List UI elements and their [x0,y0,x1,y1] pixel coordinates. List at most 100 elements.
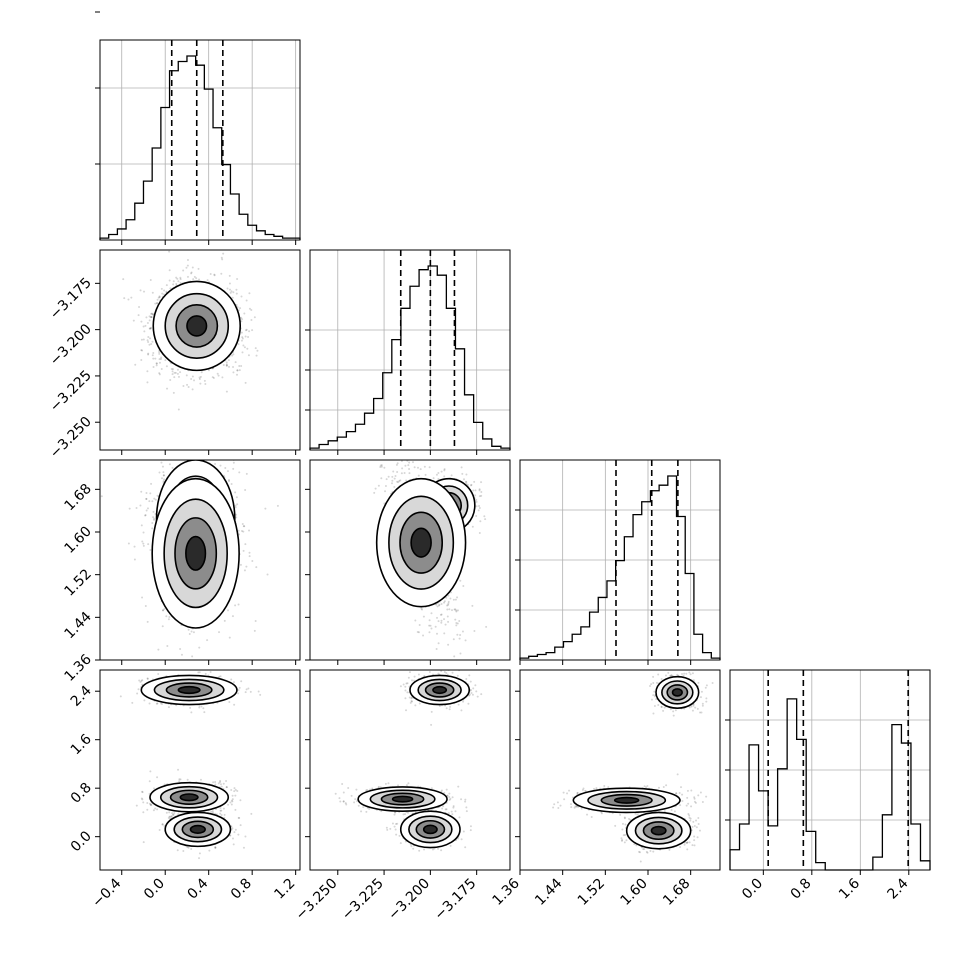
scatter-point [147,341,150,344]
scatter-point [429,624,432,627]
scatter-point [453,655,456,658]
scatter-point [127,298,130,301]
scatter-point [153,517,156,520]
scatter-point [253,629,256,632]
scatter-point [449,597,452,600]
scatter-point [458,661,460,663]
scatter-point [171,368,174,371]
scatter-point [422,634,425,637]
scatter-point [170,368,173,371]
scatter-point [392,470,395,473]
scatter-point [442,662,444,664]
scatter-point [162,609,165,612]
panel-content [373,412,488,664]
scatter-point [462,584,465,587]
scatter-point [480,494,483,497]
scatter-point [450,474,453,477]
scatter-point [242,530,245,533]
scatter-point [397,481,400,484]
scatter-point [196,451,198,453]
scatter-point [266,573,269,576]
scatter-point [453,608,456,611]
scatter-point [248,555,251,558]
scatter-point [435,647,438,650]
scatter-point [149,492,152,495]
scatter-point [158,372,161,375]
scatter-point [214,462,217,465]
scatter-point [450,609,453,612]
scatter-point [446,615,449,618]
scatter-point [416,466,419,469]
scatter-point [377,484,380,487]
scatter-point [237,603,240,606]
scatter-point [235,373,238,376]
scatter-point [190,378,193,381]
scatter-point [396,462,399,465]
scatter-point [100,495,103,498]
scatter-point [172,283,175,286]
scatter-point [162,480,165,483]
scatter-point [464,639,467,642]
scatter-point [171,370,174,373]
scatter-point [146,321,149,324]
scatter-point [474,494,477,497]
scatter-point [203,453,205,455]
scatter-point [250,309,253,312]
scatter-point [235,513,238,516]
scatter-point [228,365,231,368]
scatter-point [247,354,250,357]
scatter-point [391,475,394,478]
scatter-point [158,373,161,376]
scatter-point [264,507,267,510]
scatter-point [388,435,390,437]
scatter-point [232,446,234,448]
scatter-point [480,481,483,484]
scatter-panel-3-1 [99,421,301,661]
scatter-point [225,364,228,367]
scatter-point [459,652,462,655]
scatter-point [199,382,202,385]
scatter-point [176,372,179,375]
scatter-point [162,609,165,612]
scatter-point [177,408,180,411]
scatter-point [142,531,145,534]
scatter-point [161,465,164,468]
scatter-point [216,372,219,375]
scatter-point [151,527,154,530]
panel-frame [729,669,931,871]
scatter-point [437,642,440,645]
scatter-point [187,421,189,423]
histogram-bars-3 [519,475,721,660]
scatter-point [458,619,461,622]
panel-content [122,250,259,411]
scatter-point [241,351,244,354]
scatter-point [175,282,178,285]
scatter-point [236,369,239,372]
scatter-point [243,455,245,457]
scatter-point [174,371,177,374]
scatter-point [430,627,433,630]
scatter-point [157,296,160,299]
scatter-point [439,613,442,616]
scatter-point [240,365,243,368]
scatter-point [389,442,391,444]
scatter-point [237,529,240,532]
scatter-point [471,604,474,607]
scatter-point [384,412,386,414]
scatter-point [380,477,383,480]
scatter-point [430,612,433,615]
scatter-point [240,331,243,334]
scatter-point [192,631,195,634]
scatter-point [165,290,168,293]
scatter-point [254,347,257,350]
scatter-point [226,438,228,440]
scatter-point [145,498,148,501]
scatter-point [479,520,482,523]
scatter-point [149,337,152,340]
scatter-point [421,608,424,611]
scatter-point [172,391,175,394]
scatter-point [402,452,404,454]
scatter-point [171,373,174,376]
scatter-point [150,312,153,315]
scatter-point [448,608,451,611]
